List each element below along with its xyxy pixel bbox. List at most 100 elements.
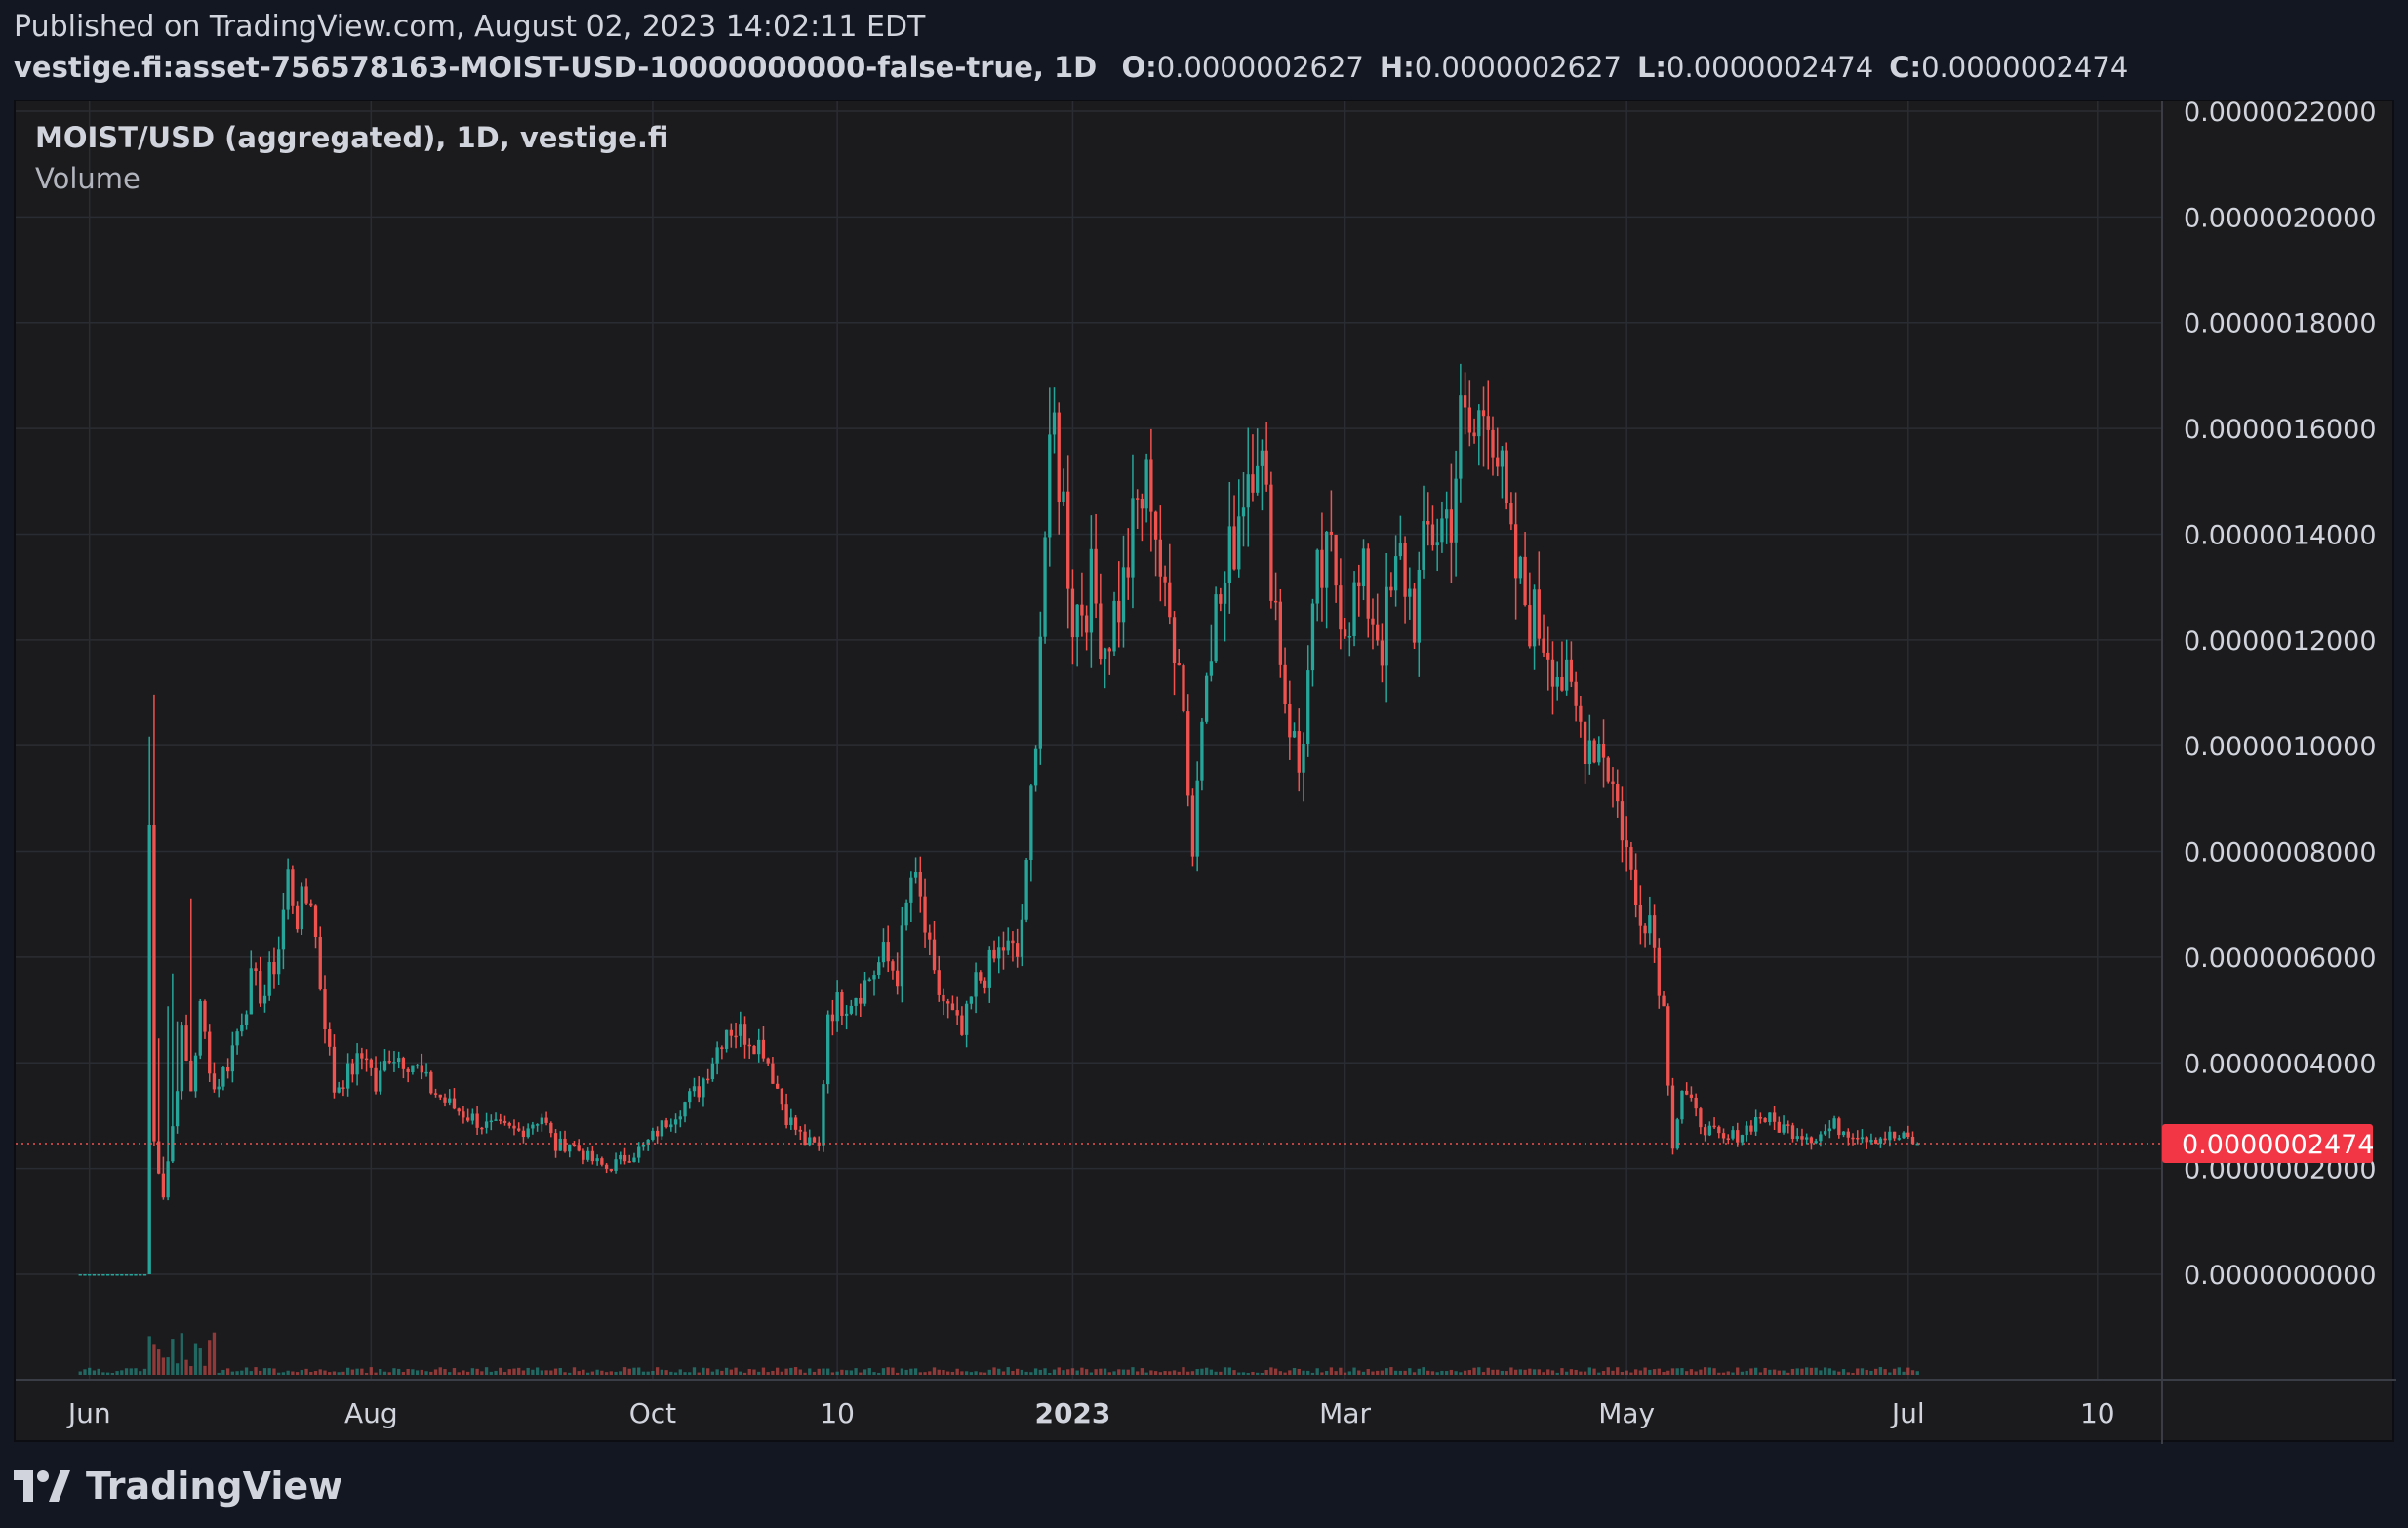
- candle-body: [355, 1053, 359, 1075]
- candle-body: [484, 1121, 489, 1128]
- candle-body: [1278, 601, 1282, 665]
- candle-body: [1117, 600, 1121, 623]
- candle-body: [1827, 1128, 1832, 1132]
- volume-bar: [1726, 1371, 1730, 1375]
- volume-bar: [697, 1372, 701, 1375]
- volume-bar: [203, 1365, 207, 1375]
- volume-legend[interactable]: Volume: [35, 162, 140, 195]
- candle-body: [304, 886, 308, 904]
- candle-body: [221, 1067, 225, 1087]
- candle-body: [710, 1063, 715, 1080]
- candle-body: [1426, 521, 1430, 525]
- y-tick-label: 0.0000022000: [2184, 101, 2377, 128]
- candle-body: [904, 902, 908, 926]
- volume-bar: [1177, 1371, 1181, 1375]
- candle-body: [1505, 450, 1508, 503]
- candle-body: [1463, 395, 1467, 408]
- candle-body: [669, 1124, 673, 1128]
- volume-bar: [1846, 1372, 1850, 1375]
- volume-bar: [230, 1371, 235, 1375]
- volume-bar: [1172, 1370, 1177, 1375]
- volume-bar: [1246, 1372, 1250, 1375]
- volume-bar: [1219, 1371, 1223, 1375]
- volume-bar: [1712, 1368, 1716, 1375]
- volume-bar: [1269, 1367, 1273, 1375]
- volume-bar: [1048, 1372, 1052, 1375]
- candle-body: [1670, 1085, 1675, 1149]
- candle-body: [1477, 410, 1481, 437]
- candle-body: [1860, 1137, 1865, 1140]
- volume-bar: [979, 1372, 983, 1375]
- volume-bar: [1874, 1368, 1878, 1375]
- x-tick-label: Jun: [66, 1397, 111, 1429]
- candle-body: [129, 1274, 133, 1276]
- candle-body: [1260, 450, 1264, 466]
- volume-bar: [1103, 1368, 1107, 1375]
- volume-bar: [1472, 1367, 1476, 1375]
- candle-body: [240, 1025, 244, 1032]
- volume-bar: [115, 1371, 119, 1375]
- ohlc-value: 0.0000002627: [1156, 51, 1364, 84]
- chart-legend-title[interactable]: MOIST/USD (aggregated), 1D, vestige.fi: [35, 121, 669, 154]
- volume-bar: [1532, 1369, 1537, 1375]
- candle-body: [1140, 499, 1144, 509]
- volume-bar: [502, 1372, 507, 1375]
- candle-body: [1070, 588, 1075, 638]
- volume-bar: [1633, 1369, 1638, 1375]
- volume-bar: [1763, 1367, 1767, 1375]
- candle-body: [1888, 1131, 1892, 1141]
- candle-body: [1740, 1135, 1745, 1143]
- volume-bar: [355, 1368, 359, 1375]
- volume-bar: [240, 1370, 244, 1375]
- volume-bar: [619, 1371, 622, 1375]
- candle-body: [614, 1159, 618, 1171]
- candle-body: [678, 1116, 682, 1120]
- candle-body: [115, 1274, 119, 1276]
- volume-bar: [946, 1371, 950, 1375]
- volume-bar: [1620, 1372, 1625, 1375]
- candle-body: [1408, 588, 1412, 597]
- candle-body: [1292, 731, 1297, 738]
- volume-bar: [1685, 1371, 1689, 1375]
- volume-bar: [1662, 1372, 1666, 1375]
- candle-body: [1020, 919, 1024, 957]
- volume-bar: [1315, 1368, 1319, 1375]
- volume-bar: [586, 1372, 590, 1375]
- volume-bar: [942, 1369, 945, 1375]
- candle-body: [281, 909, 286, 950]
- candle-body: [923, 896, 927, 933]
- candle-body: [1219, 594, 1223, 604]
- volume-bar: [1204, 1367, 1209, 1375]
- volume-bar: [139, 1371, 142, 1375]
- volume-bar: [1325, 1371, 1329, 1375]
- volume-bar: [332, 1371, 337, 1375]
- candle-body: [1491, 429, 1495, 458]
- volume-bar: [1033, 1368, 1038, 1375]
- volume-bar: [281, 1372, 286, 1375]
- candle-body: [979, 972, 983, 981]
- volume-bar: [1772, 1369, 1777, 1375]
- chart-panel[interactable]: 0.0000022000 0.0000020000 0.0000018000 0.00…: [14, 100, 2396, 1444]
- candle-body: [1841, 1131, 1846, 1136]
- tradingview-logo[interactable]: TradingView: [14, 1464, 342, 1508]
- volume-bar: [475, 1368, 479, 1375]
- candle-body: [1435, 542, 1439, 546]
- volume-bar: [1264, 1370, 1268, 1375]
- volume-bar: [110, 1372, 115, 1375]
- volume-bar: [1361, 1371, 1366, 1375]
- volume-bar: [1209, 1369, 1214, 1375]
- price-chart[interactable]: 0.0000022000 0.0000020000 0.0000018000 0.00…: [16, 101, 2396, 1444]
- volume-bar: [1819, 1370, 1823, 1375]
- volume-bar: [872, 1372, 876, 1375]
- candle-body: [157, 1141, 161, 1174]
- volume-bar: [1675, 1368, 1679, 1375]
- volume-bar: [780, 1371, 784, 1375]
- candle-body: [1790, 1125, 1795, 1139]
- candle-body: [259, 971, 262, 1004]
- candle-body: [166, 1161, 170, 1198]
- volume-bar: [1376, 1370, 1380, 1375]
- volume-bar: [1777, 1370, 1781, 1375]
- volume-bar: [859, 1372, 863, 1375]
- volume-bar: [844, 1370, 849, 1375]
- volume-bar: [120, 1370, 124, 1375]
